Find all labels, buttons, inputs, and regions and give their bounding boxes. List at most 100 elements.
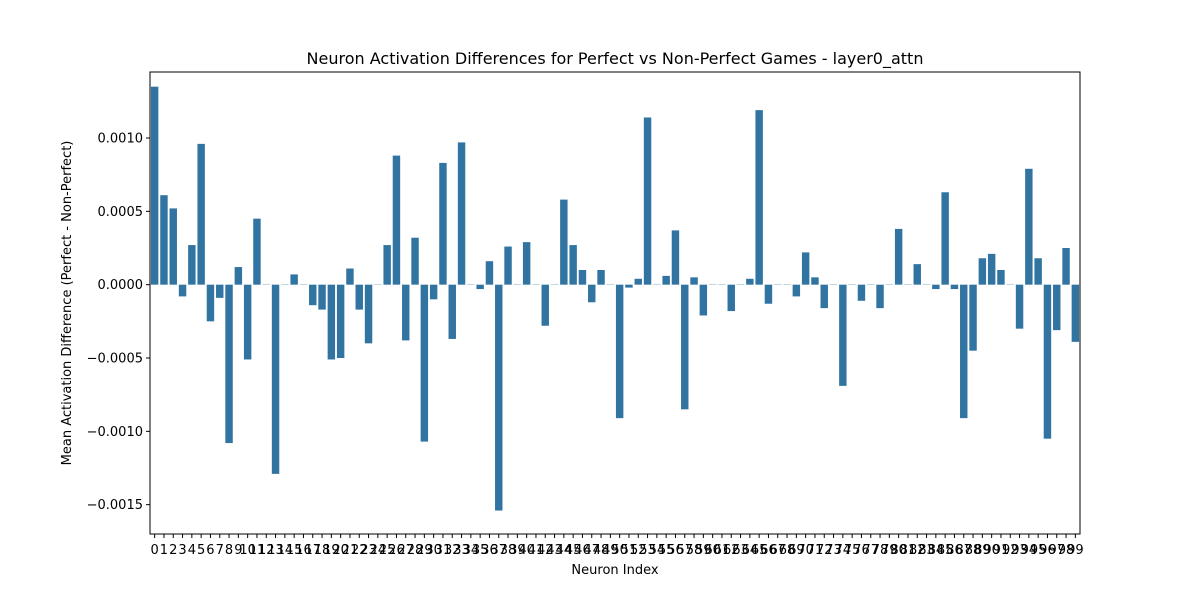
x-tick-label: 93	[1011, 543, 1028, 558]
bar-65	[755, 110, 763, 285]
x-tick-label: 33	[453, 543, 470, 558]
bar-44	[560, 199, 568, 285]
x-tick-label: 73	[825, 543, 842, 558]
bar-66	[764, 284, 773, 304]
x-tick-label: 48	[593, 543, 610, 558]
bar-42	[541, 284, 549, 326]
bar-29	[420, 284, 429, 442]
x-tick-label: 18	[314, 543, 331, 558]
bar-88	[969, 284, 977, 351]
bar-58	[690, 277, 698, 285]
x-tick-label: 71	[807, 543, 824, 558]
bar-56	[671, 230, 680, 285]
x-tick-label: 15	[286, 543, 303, 558]
x-tick-label: 55	[658, 543, 675, 558]
bar-70	[801, 252, 810, 285]
bar-99	[1071, 284, 1080, 342]
x-tick-label: 10	[239, 543, 256, 558]
bar-57	[681, 284, 689, 410]
y-tick-label: −0.0005	[87, 352, 143, 367]
bar-9	[234, 267, 243, 285]
x-tick-label: 66	[760, 543, 777, 558]
x-tick-label: 92	[1002, 543, 1019, 558]
x-tick-label: 37	[490, 543, 507, 558]
bar-47	[588, 284, 596, 303]
x-tick-label: 67	[769, 543, 786, 558]
y-axis-label: Mean Activation Difference (Perfect - No…	[60, 141, 75, 466]
bar-22	[355, 284, 363, 310]
x-tick-label: 1	[160, 543, 168, 558]
x-tick-label: 23	[360, 543, 377, 558]
bar-7	[216, 284, 224, 298]
x-tick-label: 76	[853, 543, 870, 558]
x-tick-label: 27	[397, 543, 414, 558]
x-tick-label: 75	[844, 543, 861, 558]
x-tick-label: 79	[881, 543, 898, 558]
bar-69	[792, 284, 801, 297]
bar-80	[894, 228, 903, 285]
bar-86	[950, 284, 959, 290]
x-tick-label: 38	[500, 543, 517, 558]
x-tick-label: 7	[216, 543, 224, 558]
bars-group	[150, 86, 1080, 511]
x-tick-label: 22	[351, 543, 368, 558]
x-tick-label: 96	[1039, 543, 1056, 558]
bar-1	[160, 195, 168, 285]
x-tick-label: 47	[583, 543, 600, 558]
x-tick-label: 45	[565, 543, 582, 558]
bar-35	[476, 284, 484, 290]
x-tick-label: 17	[304, 543, 321, 558]
x-tick-label: 40	[518, 543, 535, 558]
plot-frame	[149, 71, 1081, 535]
bar-0	[150, 86, 159, 285]
bar-90	[987, 253, 996, 285]
x-tick-label: 53	[639, 543, 656, 558]
x-tick-label: 31	[435, 543, 452, 558]
bar-40	[522, 242, 531, 285]
bar-48	[597, 270, 605, 285]
x-tick-label: 21	[342, 543, 359, 558]
bar-23	[364, 284, 373, 344]
bar-45	[569, 245, 577, 285]
bar-3	[178, 284, 187, 297]
y-tick-label: −0.0015	[87, 498, 143, 513]
bar-93	[1015, 284, 1024, 329]
bar-71	[811, 277, 819, 285]
x-tick-label: 4	[188, 543, 196, 558]
x-tick-label: 58	[686, 543, 703, 558]
bar-33	[457, 142, 466, 285]
bar-89	[978, 258, 987, 285]
bar-36	[485, 261, 494, 285]
x-tick-label: 63	[732, 543, 749, 558]
bar-72	[820, 284, 828, 309]
bar-32	[448, 284, 456, 339]
bar-91	[997, 270, 1005, 285]
x-tick-label: 36	[481, 543, 498, 558]
bar-76	[857, 284, 866, 301]
bar-97	[1053, 284, 1061, 331]
bar-59	[699, 284, 708, 316]
bar-20	[336, 284, 345, 358]
x-tick-label: 0	[151, 543, 159, 558]
x-tick-label: 83	[918, 543, 935, 558]
x-tick-label: 24	[370, 543, 387, 558]
x-tick-label: 99	[1067, 543, 1084, 558]
bar-28	[411, 237, 419, 285]
bar-19	[327, 284, 336, 360]
x-tick-label: 59	[695, 543, 712, 558]
bar-95	[1034, 258, 1042, 285]
bar-37	[495, 284, 503, 511]
bar-64	[746, 278, 754, 285]
bar-87	[960, 284, 968, 419]
x-tick-label: 98	[1058, 543, 1075, 558]
chart-title: Neuron Activation Differences for Perfec…	[307, 49, 924, 69]
x-tick-label: 28	[407, 543, 424, 558]
y-tick-label: 0.0000	[98, 278, 144, 293]
bar-26	[392, 155, 401, 285]
x-tick-label: 13	[267, 543, 284, 558]
bar-82	[913, 264, 921, 285]
x-tick-label: 84	[928, 543, 945, 558]
bar-11	[253, 218, 261, 285]
bar-46	[578, 270, 587, 285]
